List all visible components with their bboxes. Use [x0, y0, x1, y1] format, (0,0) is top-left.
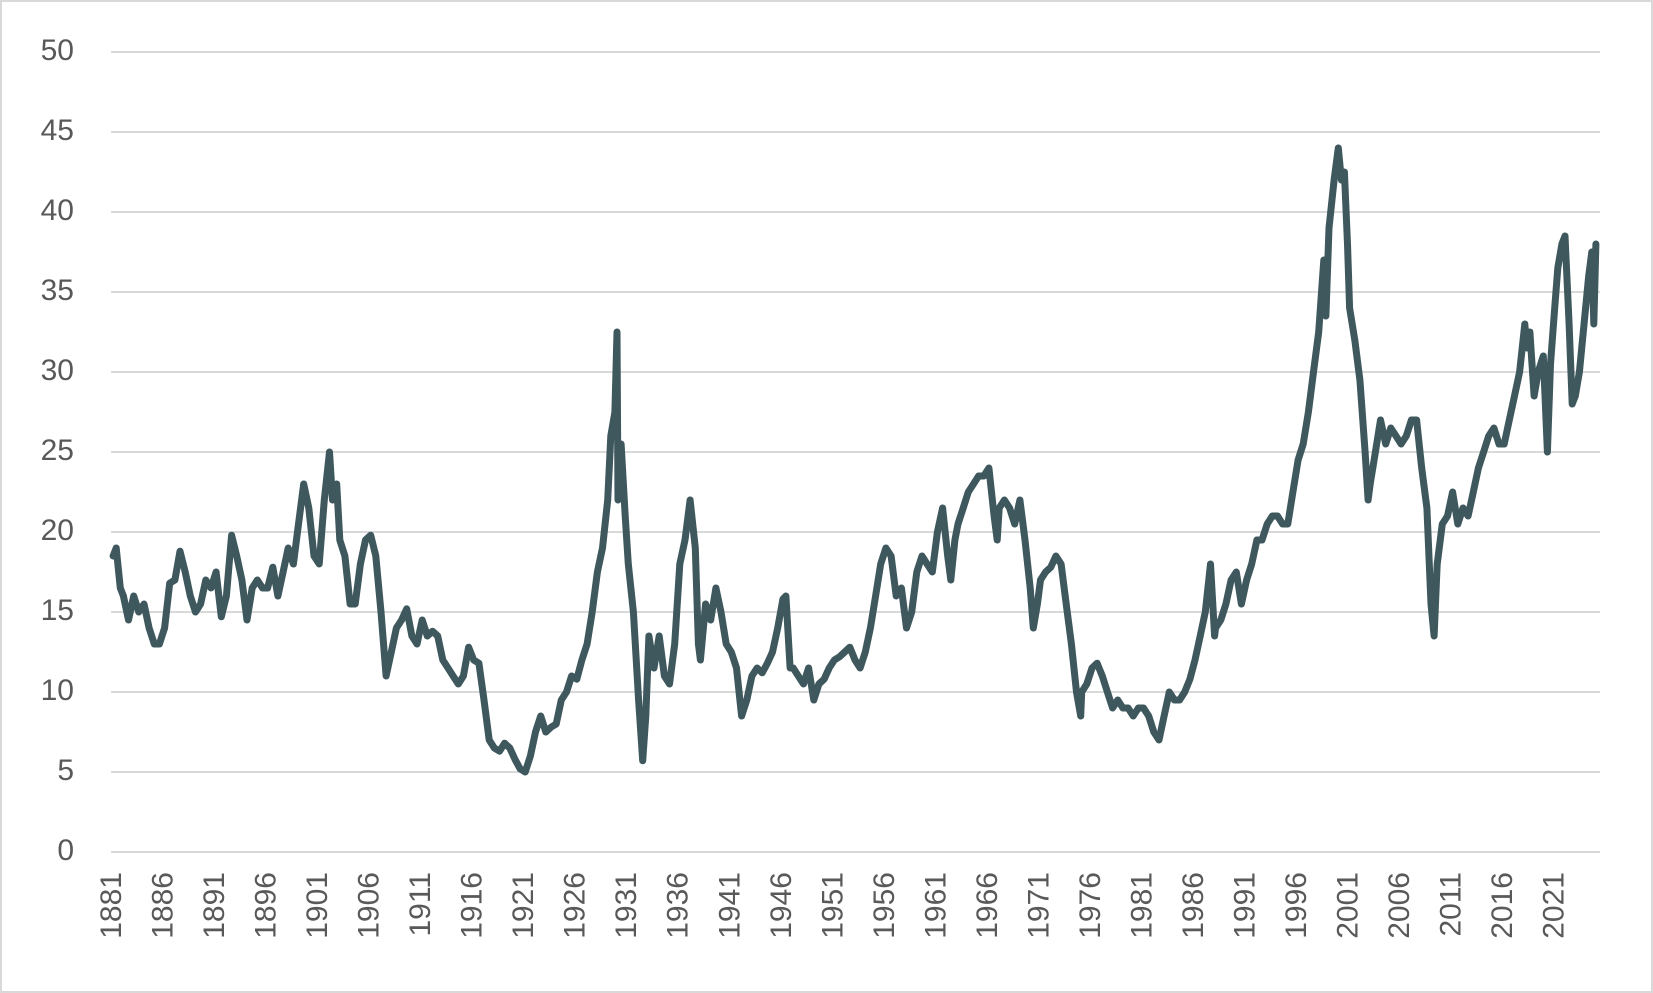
y-tick-label: 10 — [41, 674, 74, 707]
x-tick-label: 1986 — [1177, 872, 1210, 939]
x-tick-label: 1906 — [353, 872, 386, 939]
x-tick-label: 1936 — [662, 872, 695, 939]
x-tick-label: 1901 — [301, 872, 334, 939]
x-tick-label: 1961 — [919, 872, 952, 939]
y-tick-label: 15 — [41, 594, 74, 627]
x-tick-label: 1956 — [868, 872, 901, 939]
x-tick-label: 2006 — [1383, 872, 1416, 939]
x-tick-label: 1966 — [971, 872, 1004, 939]
x-tick-label: 1981 — [1125, 872, 1158, 939]
x-tick-label: 2021 — [1538, 872, 1571, 939]
series-line — [109, 144, 1600, 776]
y-tick-label: 45 — [41, 114, 74, 147]
y-tick-label: 20 — [41, 514, 74, 547]
x-tick-label: 2016 — [1486, 872, 1519, 939]
x-tick-label: 1991 — [1228, 872, 1261, 939]
x-tick-label: 1916 — [456, 872, 489, 939]
x-tick-label: 2001 — [1332, 872, 1365, 939]
x-tick-label: 1941 — [713, 872, 746, 939]
x-tick-label: 1931 — [610, 872, 643, 939]
x-tick-label: 1946 — [765, 872, 798, 939]
x-tick-label: 1881 — [95, 872, 128, 939]
y-tick-label: 0 — [57, 834, 74, 867]
x-tick-label: 1926 — [559, 872, 592, 939]
y-tick-label: 35 — [41, 274, 74, 307]
x-tick-label: 1886 — [147, 872, 180, 939]
x-tick-label: 1921 — [507, 872, 540, 939]
x-tick-label: 1911 — [404, 872, 437, 937]
x-tick-label: 1971 — [1022, 872, 1055, 939]
y-tick-label: 25 — [41, 434, 74, 467]
x-tick-label: 1976 — [1074, 872, 1107, 939]
x-tick-label: 1951 — [816, 872, 849, 939]
y-tick-label: 50 — [41, 34, 74, 67]
y-tick-label: 30 — [41, 354, 74, 387]
y-tick-label: 5 — [57, 754, 74, 787]
x-tick-label: 1891 — [198, 872, 231, 939]
x-tick-label: 2011 — [1435, 872, 1468, 937]
x-tick-label: 1996 — [1280, 872, 1313, 939]
y-tick-label: 40 — [41, 194, 74, 227]
x-tick-label: 1896 — [250, 872, 283, 939]
